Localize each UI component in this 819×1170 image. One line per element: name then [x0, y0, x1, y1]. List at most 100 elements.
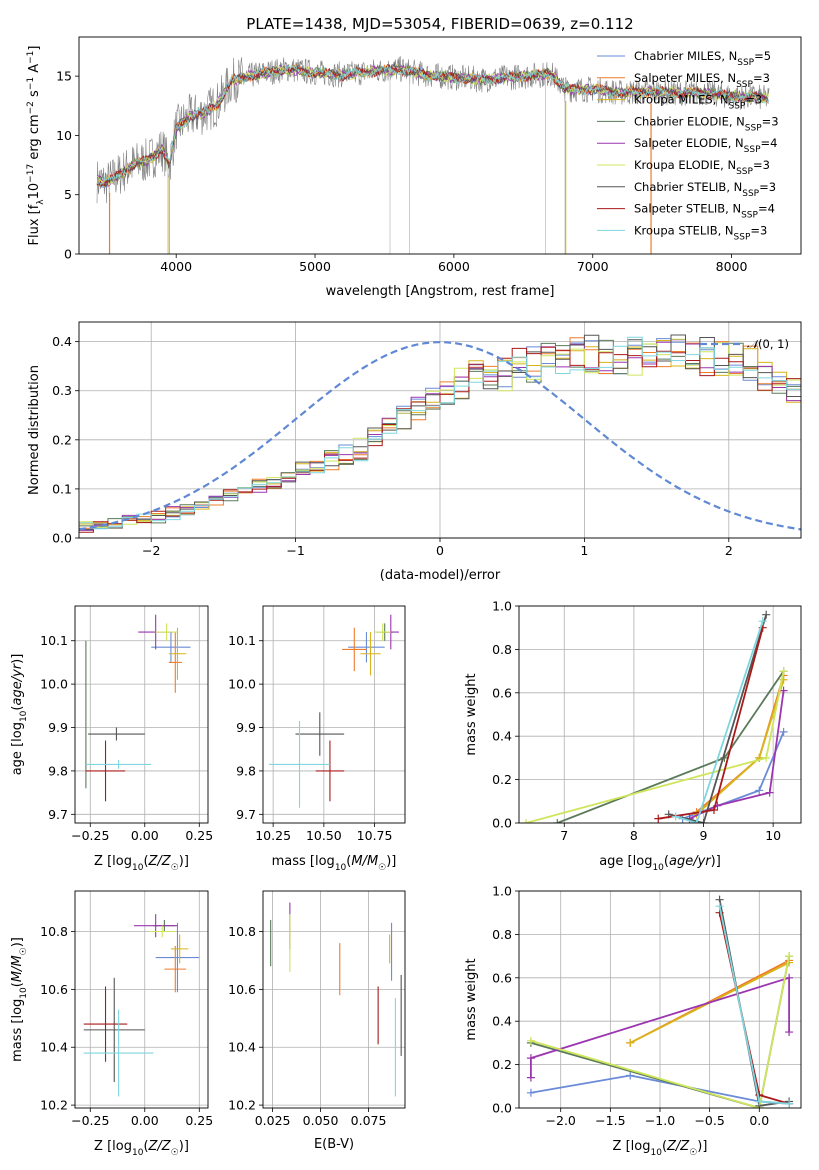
error-point — [83, 986, 128, 1062]
weight-marker — [779, 727, 788, 736]
label-part: =3 — [759, 180, 776, 194]
weight-marker — [715, 902, 724, 911]
label-part: M/M — [351, 854, 378, 869]
label-part: Z/Z — [666, 1139, 690, 1154]
label-part: SSP — [729, 102, 746, 112]
y-axis-label: mass weight — [464, 673, 479, 755]
label-part: age/yr — [669, 854, 712, 869]
weight-marker — [755, 786, 764, 795]
error-point — [85, 760, 152, 769]
x-axis-label: Z [log10(Z/Z☉)] — [94, 1139, 189, 1158]
label-part: )] — [697, 1139, 707, 1154]
x-tick-label: −1 — [286, 543, 304, 558]
weight-marker — [785, 1028, 794, 1037]
chart-title: PLATE=1438, MJD=53054, FIBERID=0639, z=0… — [246, 15, 633, 33]
x-tick-label: 4000 — [160, 259, 192, 274]
error-point — [168, 627, 187, 680]
error-point — [374, 623, 391, 641]
label-part: Kroupa ELODIE, N — [634, 158, 736, 172]
label-part: A — [27, 64, 42, 77]
y-tick-label: 10.0 — [228, 677, 256, 692]
error-point — [170, 934, 189, 964]
legend-label: Salpeter MILES, NSSP=3 — [634, 71, 770, 90]
y-tick-label: 10.8 — [228, 924, 256, 939]
weight-marker — [654, 814, 663, 823]
histogram-step — [79, 346, 801, 533]
label-part: 10 — [19, 987, 29, 999]
y-tick-label: 10.8 — [40, 924, 68, 939]
legend-label: Salpeter STELIB, NSSP=4 — [634, 202, 775, 221]
legend-label: Kroupa STELIB, NSSP=3 — [634, 223, 767, 242]
axes-frame — [78, 321, 802, 539]
label-part: SSP — [745, 123, 762, 133]
weight-marker — [526, 1036, 535, 1045]
y-tick-label: 9.9 — [236, 720, 256, 735]
y-tick-label: 9.9 — [48, 720, 68, 735]
y-tick-label: 1.0 — [492, 599, 512, 614]
label-part: 10 — [650, 1148, 662, 1158]
x-tick-label: 1 — [580, 543, 588, 558]
x-tick-label: −1.5 — [595, 1113, 625, 1128]
error-point — [83, 977, 145, 1082]
weight-marker — [692, 819, 701, 823]
legend-label: Kroupa ELODIE, NSSP=3 — [634, 158, 770, 177]
error-point — [342, 627, 367, 672]
error-point — [168, 632, 182, 693]
label-part: SSP — [737, 58, 754, 68]
label-part: ( — [10, 982, 25, 987]
label-part: Z/Z — [148, 854, 172, 869]
x-tick-label: −0.25 — [71, 1113, 109, 1128]
error-point — [83, 1009, 154, 1097]
x-tick-label: 0.00 — [131, 1113, 159, 1128]
y-tick-label: 0.0 — [52, 531, 72, 546]
y-tick-label: 9.7 — [236, 807, 256, 822]
label-part: Flux [f — [27, 204, 42, 245]
y-tick-label: 0.8 — [492, 642, 512, 657]
y-tick-label: 0.6 — [492, 685, 512, 700]
label-part: ( — [143, 1139, 148, 1154]
y-tick-label: 10.2 — [40, 1098, 68, 1113]
y-tick-label: 10 — [56, 128, 72, 143]
y-tick-label: 9.7 — [48, 807, 68, 822]
legend-label: Salpeter ELODIE, NSSP=4 — [634, 136, 777, 155]
weight-marker — [755, 1097, 764, 1106]
label-part: Salpeter STELIB, N — [634, 202, 741, 216]
y-tick-label: 0.2 — [492, 772, 512, 787]
y-tick-label: 15 — [56, 69, 72, 84]
x-axis-label: mass [log10(M/M☉)] — [272, 854, 397, 873]
x-tick-label: 9 — [700, 828, 708, 843]
x-tick-label: −2 — [142, 543, 160, 558]
label-part: ( — [662, 1139, 667, 1154]
error-point — [88, 727, 145, 741]
weight-marker — [762, 753, 771, 762]
label-part: 10 — [27, 183, 42, 200]
x-tick-label: 8 — [630, 828, 638, 843]
label-part: =5 — [754, 49, 771, 63]
x-tick-label: 10.75 — [357, 828, 393, 843]
error-point — [133, 914, 178, 938]
axes-frame — [74, 605, 209, 824]
label-part: age [log — [599, 854, 652, 869]
model-spectrum — [96, 62, 769, 189]
label-part: =3 — [750, 223, 767, 237]
x-tick-label: 8000 — [716, 259, 748, 274]
label-part: mass [log — [272, 854, 335, 869]
label-part: ☉ — [171, 863, 179, 873]
axes-frame — [518, 605, 802, 824]
axes-frame — [518, 890, 802, 1109]
label-part: ( — [346, 854, 351, 869]
x-axis-label: age [log10(age/yr)] — [599, 854, 721, 873]
label-part: )] — [179, 854, 189, 869]
label-part: Chabrier STELIB, N — [634, 180, 742, 194]
axes-frame — [74, 890, 209, 1109]
legend-label: Chabrier STELIB, NSSP=3 — [634, 180, 776, 199]
x-tick-label: 10.50 — [306, 828, 342, 843]
weight-marker — [779, 667, 788, 676]
y-axis-label: Flux [fλ10−17 erg cm−2 s−1 A−1] — [26, 46, 46, 246]
x-tick-label: 0.00 — [131, 828, 159, 843]
weight-line — [530, 976, 790, 1078]
label-part: =4 — [758, 202, 775, 216]
x-tick-label: 7 — [560, 828, 568, 843]
